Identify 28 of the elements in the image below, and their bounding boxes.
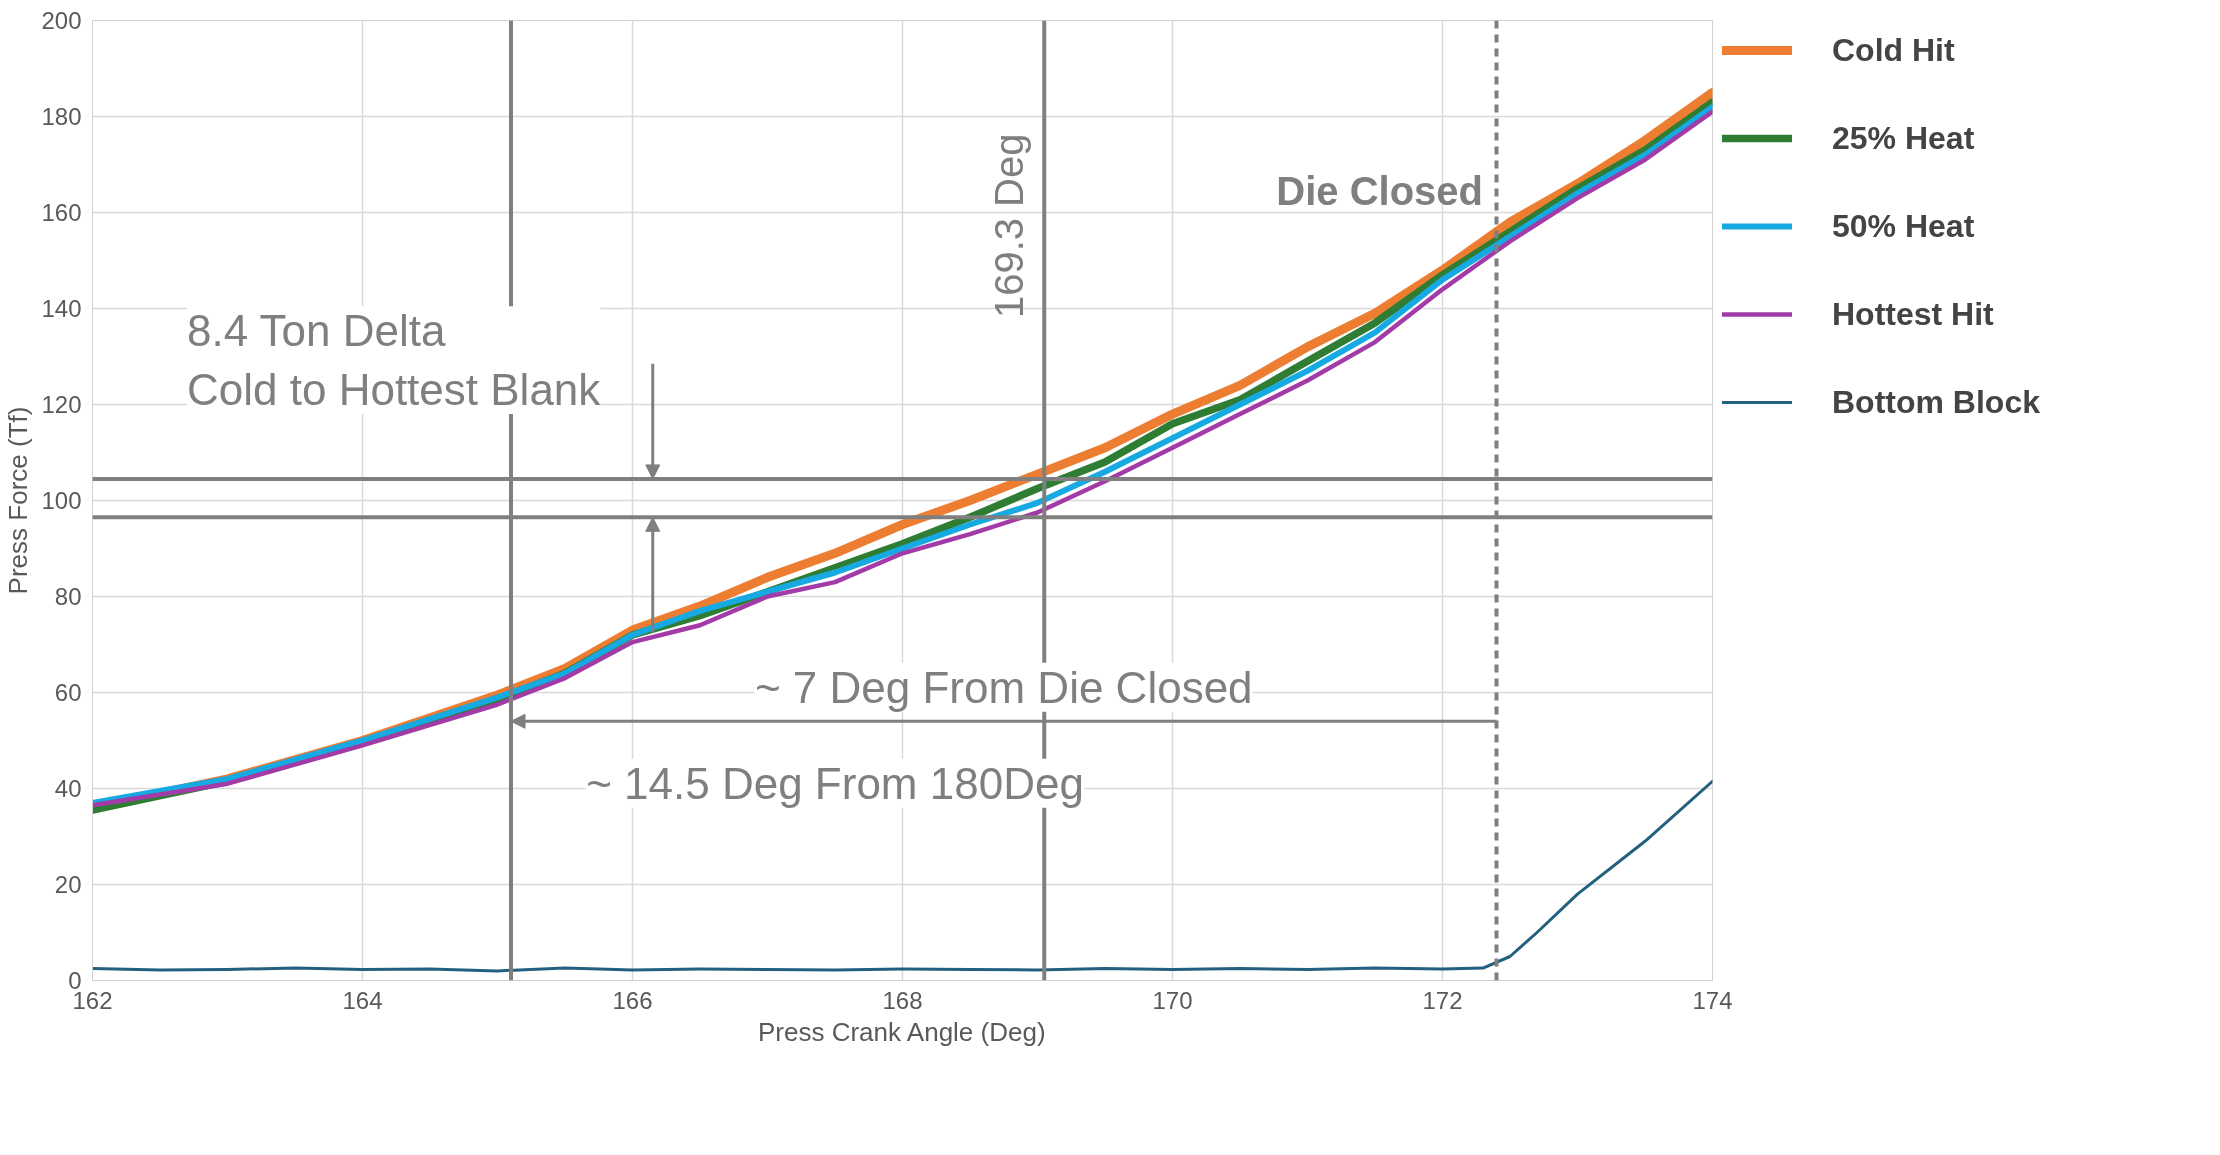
annotation: 8.4 Ton Delta Cold to Hottest Blank (187, 306, 602, 415)
ref-line-label: 169.3 Deg (986, 133, 1031, 319)
y-tick-label: 60 (54, 679, 82, 706)
legend-label: 50% Heat (1832, 206, 1975, 246)
y-tick-label: 20 (54, 871, 82, 898)
x-tick-label: 166 (612, 986, 653, 1014)
x-axis-title: Press Crank Angle (Deg) (758, 1016, 1046, 1047)
x-tick-label: 174 (1692, 986, 1733, 1014)
legend-label: 25% Heat (1832, 118, 1975, 158)
y-tick-label: 100 (41, 487, 82, 514)
x-tick-label: 164 (342, 986, 383, 1014)
y-tick-label: 120 (41, 391, 82, 418)
y-tick-label: 180 (41, 103, 82, 130)
y-tick-label: 200 (41, 7, 82, 34)
annotation: ~ 14.5 Deg From 180Deg (586, 758, 1084, 808)
ref-line-label: Die Closed (1276, 168, 1483, 213)
y-tick-label: 140 (41, 295, 82, 322)
legend-label: Cold Hit (1832, 30, 1955, 70)
y-tick-label: 80 (54, 583, 82, 610)
x-tick-label: 170 (1152, 986, 1193, 1014)
annotation: ~ 7 Deg From Die Closed (754, 662, 1253, 712)
legend-label: Bottom Block (1832, 382, 2040, 422)
x-tick-label: 168 (882, 986, 923, 1014)
y-tick-label: 40 (54, 775, 82, 802)
x-tick-label: 172 (1422, 986, 1463, 1014)
y-tick-label: 160 (41, 199, 82, 226)
legend-label: Hottest Hit (1832, 294, 1994, 334)
y-axis-title: Press Force (Tf) (3, 406, 34, 595)
